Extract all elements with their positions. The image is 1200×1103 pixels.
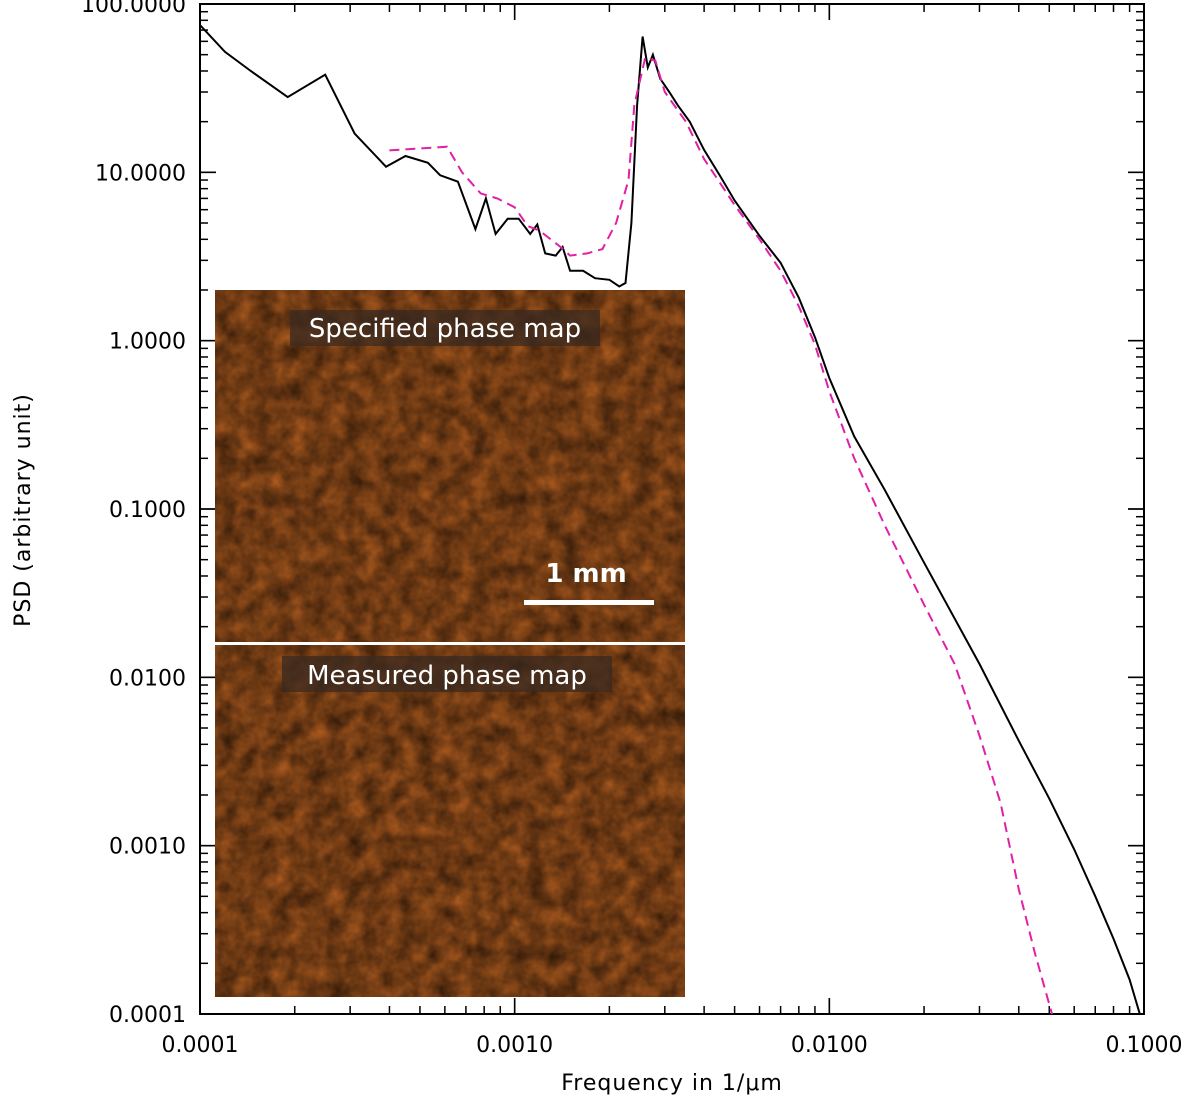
specified-psd-line <box>389 56 1053 1014</box>
x-tick-label: 0.1000 <box>1106 1033 1183 1058</box>
scale-bar-label: 1 mm <box>545 559 626 589</box>
y-tick-label: 0.0100 <box>109 666 186 691</box>
scale-bar <box>524 600 654 605</box>
measured-psd-line <box>200 24 1141 1014</box>
x-tick-label: 0.0010 <box>476 1033 553 1058</box>
y-tick-label: 0.0010 <box>109 835 186 860</box>
y-tick-label: 0.0001 <box>109 1003 186 1028</box>
specified-phase-map: Specified phase map 1 mm <box>215 290 685 642</box>
measured-phase-map: Measured phase map <box>215 645 685 997</box>
measured-phase-map-label: Measured phase map <box>307 661 587 691</box>
axis-ticks <box>199 3 1145 1015</box>
x-tick-labels: 0.0001 0.0010 0.0100 0.1000 <box>162 1033 1183 1058</box>
series-group <box>200 24 1141 1014</box>
phase-map-inset: Specified phase map 1 mm Measured phase … <box>215 290 685 997</box>
y-tick-label: 10.0000 <box>95 161 186 186</box>
y-tick-label: 0.1000 <box>109 498 186 523</box>
x-axis-title: Frequency in 1/μm <box>561 1071 783 1096</box>
y-axis-title: PSD (arbitrary unit) <box>11 393 36 627</box>
x-tick-label: 0.0100 <box>791 1033 868 1058</box>
y-tick-label: 1.0000 <box>109 330 186 355</box>
x-tick-label: 0.0001 <box>162 1033 239 1058</box>
y-tick-labels: 0.0001 0.0010 0.0100 0.1000 1.0000 10.0000 100… <box>81 0 186 1028</box>
specified-phase-map-label: Specified phase map <box>309 314 581 344</box>
y-tick-label: 100.0000 <box>81 0 186 18</box>
